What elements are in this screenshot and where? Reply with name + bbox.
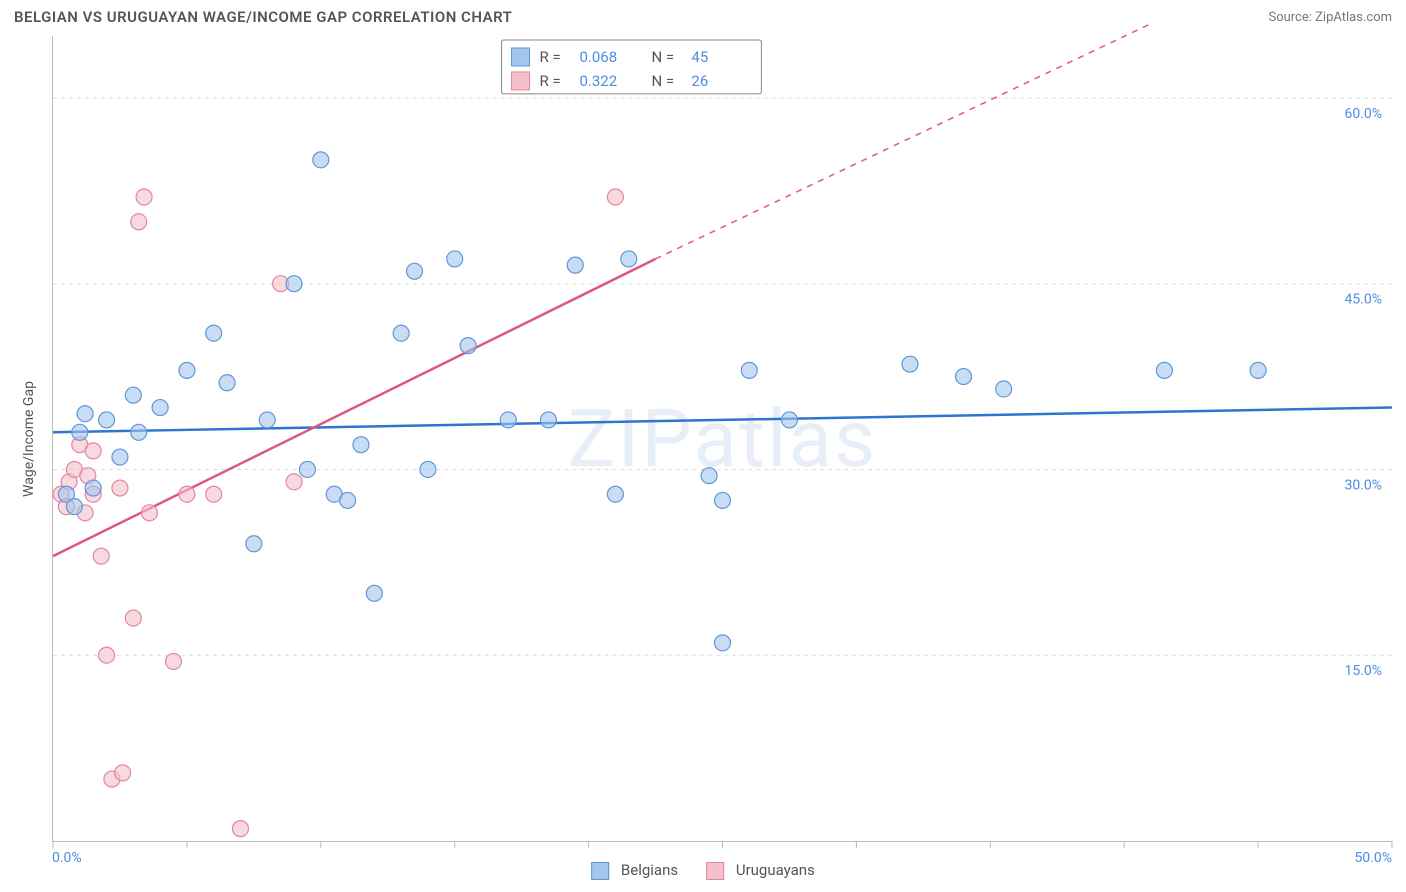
point-belgian [715,635,731,651]
point-uruguayan [115,765,131,781]
point-belgian [299,461,315,477]
point-belgian [286,276,302,292]
x-max-label: 50.0% [1354,850,1392,866]
svg-text:15.0%: 15.0% [1345,663,1382,679]
swatch-belgians [591,862,609,880]
point-belgian [607,486,623,502]
point-belgian [85,480,101,496]
point-belgian [447,251,463,267]
series-legend: Belgians Uruguayans [591,861,815,880]
x-min-label: 0.0% [52,850,82,866]
legend-item-uruguayans: Uruguayans [706,861,815,880]
point-belgian [1250,362,1266,378]
point-uruguayan [206,486,222,502]
svg-text:45: 45 [691,48,708,66]
point-belgian [206,325,222,341]
point-uruguayan [232,821,248,837]
point-uruguayan [99,647,115,663]
point-belgian [996,381,1012,397]
point-uruguayan [607,189,623,205]
point-belgian [259,412,275,428]
point-belgian [219,375,235,391]
point-belgian [366,585,382,601]
point-uruguayan [179,486,195,502]
svg-text:0.322: 0.322 [580,72,618,90]
point-belgian [152,400,168,416]
point-uruguayan [112,480,128,496]
point-belgian [741,362,757,378]
chart-title: BELGIAN VS URUGUAYAN WAGE/INCOME GAP COR… [14,8,512,26]
point-belgian [72,424,88,440]
point-belgian [99,412,115,428]
trend-belgians [53,408,1392,433]
point-belgian [66,499,82,515]
point-uruguayan [85,443,101,459]
point-belgian [407,263,423,279]
y-axis-label: Wage/Income Gap [21,381,37,497]
point-belgian [131,424,147,440]
point-belgian [340,492,356,508]
svg-text:26: 26 [691,72,708,90]
svg-text:45.0%: 45.0% [1345,292,1382,308]
point-uruguayan [93,548,109,564]
point-belgian [781,412,797,428]
point-belgian [902,356,918,372]
svg-text:R =: R = [540,48,561,66]
point-belgian [313,152,329,168]
point-belgian [353,437,369,453]
svg-text:R =: R = [540,72,561,90]
point-belgian [567,257,583,273]
point-belgian [77,406,93,422]
svg-text:0.068: 0.068 [580,48,618,66]
swatch-uruguayans [706,862,724,880]
chart-area: Wage/Income Gap ZIPatlas R =0.068N =45R … [52,36,1392,842]
point-belgian [701,468,717,484]
point-belgian [179,362,195,378]
point-belgian [1156,362,1172,378]
svg-text:N =: N = [651,48,674,66]
point-belgian [420,461,436,477]
point-belgian [540,412,556,428]
point-uruguayan [131,214,147,230]
point-belgian [715,492,731,508]
scatter-plot: R = 0.068 N = 45 R = 0.322 N = 26 15.0% 30.0% 45.… [53,36,1392,841]
svg-text:60.0%: 60.0% [1345,106,1382,122]
source-label: Source: ZipAtlas.com [1268,10,1392,25]
point-belgian [956,369,972,385]
point-uruguayan [136,189,152,205]
point-belgian [621,251,637,267]
point-belgian [393,325,409,341]
correlation-legend: R = 0.068 N = 45 R = 0.322 N = 26 [502,40,762,94]
point-belgian [500,412,516,428]
point-belgian [112,449,128,465]
legend-item-belgians: Belgians [591,861,678,880]
svg-text:N =: N = [651,72,674,90]
point-uruguayan [286,474,302,490]
point-belgian [125,387,141,403]
point-belgian [460,338,476,354]
legend-label-belgians: Belgians [621,861,678,879]
point-uruguayan [125,610,141,626]
legend-label-uruguayans: Uruguayans [736,861,815,879]
point-uruguayan [141,505,157,521]
point-uruguayan [166,653,182,669]
svg-text:30.0%: 30.0% [1345,477,1382,493]
point-belgian [246,536,262,552]
